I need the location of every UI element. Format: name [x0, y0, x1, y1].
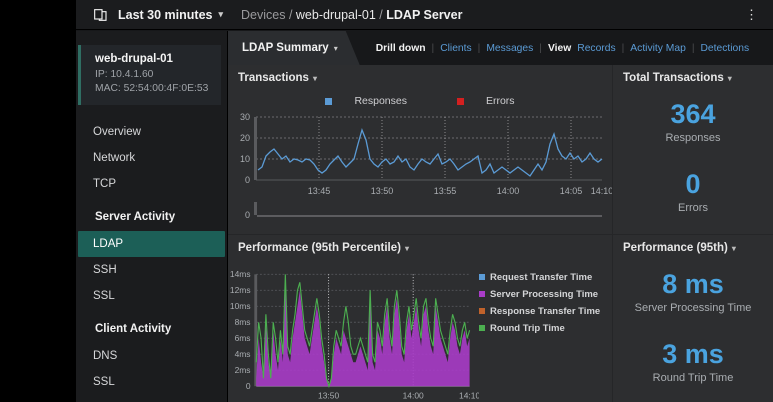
svg-text:13:50: 13:50: [371, 186, 394, 196]
svg-text:14:00: 14:00: [497, 186, 520, 196]
svg-text:8ms: 8ms: [235, 317, 251, 327]
svg-text:0: 0: [246, 381, 251, 391]
svg-text:14ms: 14ms: [230, 269, 251, 279]
svg-text:0: 0: [245, 210, 250, 220]
svg-text:10ms: 10ms: [230, 301, 251, 311]
svg-text:14:10: 14:10: [459, 390, 479, 400]
svg-text:13:45: 13:45: [308, 186, 331, 196]
svg-text:4ms: 4ms: [235, 349, 251, 359]
svg-text:14:00: 14:00: [403, 390, 424, 400]
svg-text:0: 0: [245, 175, 250, 185]
svg-text:12ms: 12ms: [230, 285, 251, 295]
svg-text:10: 10: [240, 154, 250, 164]
svg-text:30: 30: [240, 112, 250, 122]
svg-text:13:55: 13:55: [434, 186, 457, 196]
svg-text:13:50: 13:50: [318, 390, 339, 400]
svg-text:14:10: 14:10: [591, 186, 612, 196]
svg-text:20: 20: [240, 133, 250, 143]
svg-text:14:05: 14:05: [560, 186, 583, 196]
svg-text:2ms: 2ms: [235, 365, 251, 375]
svg-text:6ms: 6ms: [235, 333, 251, 343]
